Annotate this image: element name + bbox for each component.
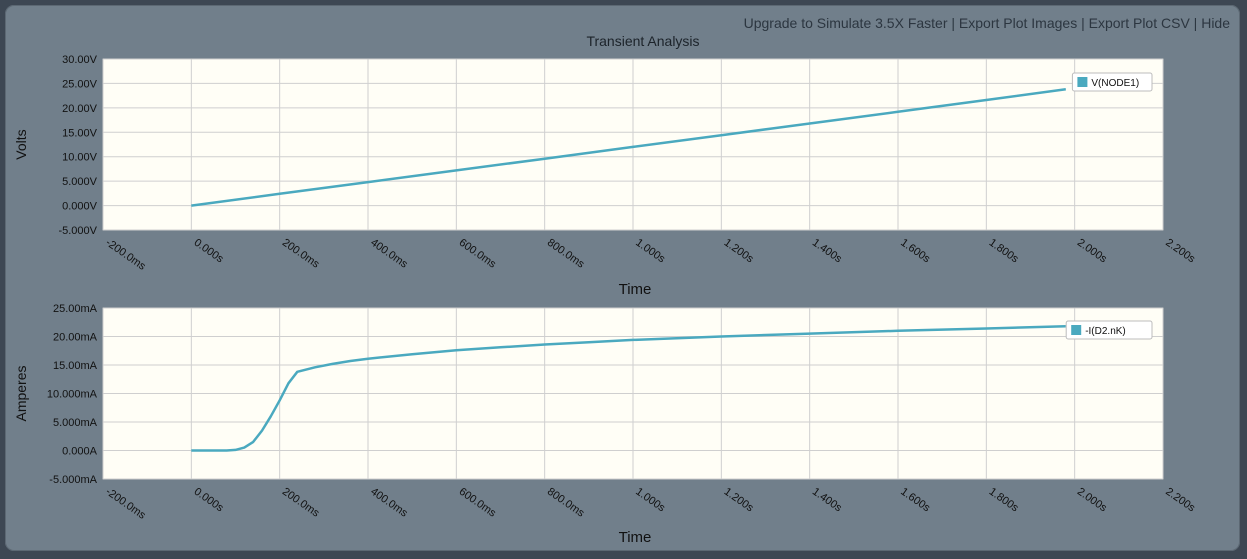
x-tick-label: 1.200s (722, 486, 756, 515)
y-tick-label: 20.00V (62, 103, 98, 115)
x-tick-label: 1.200s (722, 237, 756, 266)
link-separator: | (1193, 15, 1198, 31)
x-axis-label: Time (619, 281, 652, 298)
x-tick-label: 1.800s (987, 237, 1021, 266)
x-tick-label: -200.0ms (103, 237, 148, 273)
legend-swatch (1071, 325, 1082, 335)
x-tick-label: 200.0ms (280, 237, 322, 271)
y-axis-label: Volts (13, 129, 29, 159)
x-tick-label: 1.600s (898, 237, 932, 266)
x-tick-label: 1.000s (633, 486, 667, 515)
x-tick-label: 400.0ms (368, 237, 410, 271)
x-tick-label: 800.0ms (545, 237, 587, 271)
legend-swatch (1077, 77, 1088, 87)
y-axis-label: Amperes (13, 365, 29, 421)
x-tick-label: -200.0ms (103, 486, 148, 522)
y-tick-label: 5.000V (62, 176, 98, 188)
x-tick-label: 1.600s (898, 486, 932, 515)
link-separator: | (1081, 15, 1085, 31)
x-tick-label: 1.400s (810, 237, 844, 266)
upgrade-link[interactable]: Upgrade to Simulate 3.5X Faster (743, 15, 948, 31)
y-tick-label: 5.000mA (53, 417, 98, 429)
x-tick-label: 1.400s (810, 486, 844, 515)
x-tick-label: 0.000s (192, 486, 226, 515)
y-tick-label: 10.000mA (47, 389, 98, 401)
y-tick-label: 25.00V (62, 78, 98, 90)
x-tick-label: 600.0ms (457, 486, 499, 520)
legend-label: V(NODE1) (1091, 78, 1139, 89)
x-tick-label: 0.000s (192, 237, 226, 266)
y-tick-label: 10.00V (62, 152, 98, 164)
chart-title: Transient Analysis (586, 33, 699, 49)
y-tick-label: -5.000V (58, 225, 97, 237)
series-line (191, 324, 1066, 452)
y-tick-label: 15.00mA (53, 360, 98, 372)
link-separator: | (951, 15, 956, 31)
x-tick-label: 1.000s (633, 237, 667, 266)
y-tick-label: 25.00mA (53, 303, 98, 315)
x-tick-label: 600.0ms (457, 237, 499, 271)
x-tick-label: 800.0ms (545, 486, 587, 520)
y-tick-label: 15.00V (62, 127, 98, 139)
x-tick-label: 400.0ms (368, 486, 410, 520)
x-tick-label: 2.200s (1163, 486, 1197, 515)
y-tick-label: 0.000A (62, 446, 98, 458)
x-tick-label: 1.800s (987, 486, 1021, 515)
y-tick-label: 0.000V (62, 201, 98, 213)
x-tick-label: 2.200s (1163, 237, 1197, 266)
series-line (191, 88, 1066, 207)
legend-label: -I(D2.nK) (1085, 326, 1126, 337)
x-tick-label: 2.000s (1075, 237, 1109, 266)
x-axis-label: Time (619, 529, 652, 546)
legend-box (1071, 72, 1153, 92)
y-tick-label: -5.000mA (49, 474, 97, 486)
export-plot-csv-link[interactable]: Export Plot CSV (1088, 15, 1190, 31)
top-links: Upgrade to Simulate 3.5X Faster | Export… (744, 15, 1230, 31)
legend-box (1065, 320, 1153, 340)
hide-link[interactable]: Hide (1201, 15, 1230, 31)
x-tick-label: 200.0ms (280, 486, 322, 520)
y-tick-label: 30.00V (62, 54, 98, 66)
export-plot-images-link[interactable]: Export Plot Images (958, 15, 1078, 31)
x-tick-label: 2.000s (1075, 486, 1109, 515)
y-tick-label: 20.00mA (53, 332, 98, 344)
